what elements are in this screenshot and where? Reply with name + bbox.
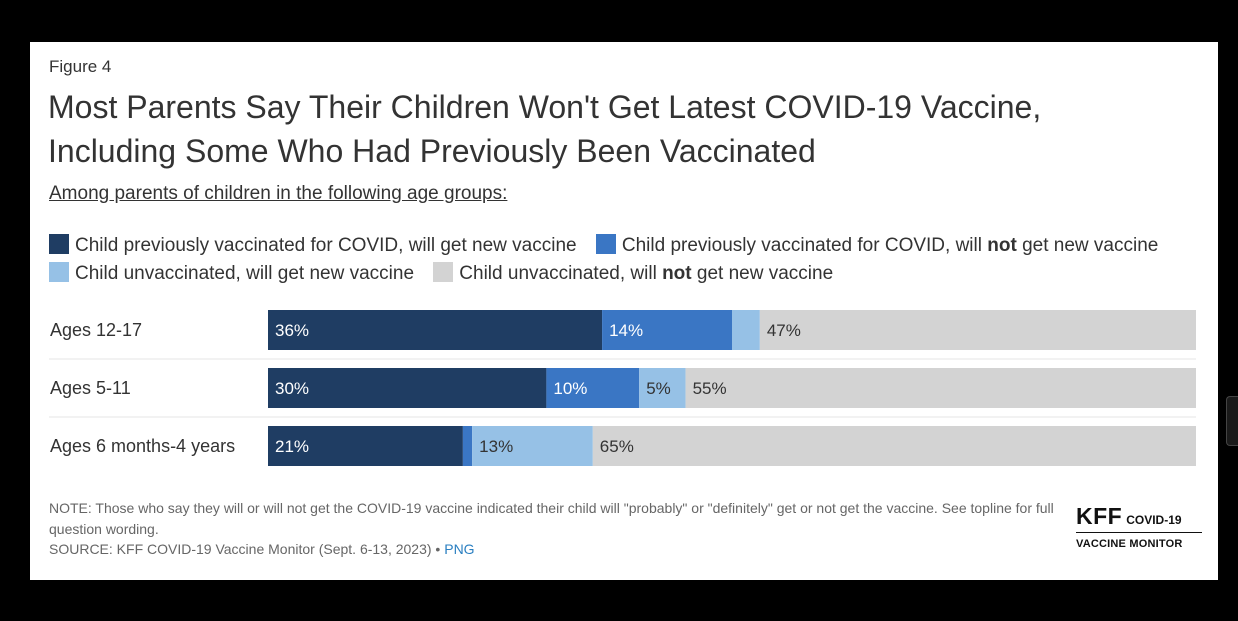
chart-note: NOTE: Those who say they will or will no… <box>49 500 1054 537</box>
stacked-bar-chart: Ages 12-17 36% 14% 47% Ages 5-11 30% 10% 5% 55% A… <box>49 310 1196 466</box>
data-label: 10% <box>553 379 587 398</box>
chart-title: Most Parents Say Their Children Won't Ge… <box>48 85 1208 173</box>
legend-item: Child unvaccinated, will get new vaccine <box>49 262 415 284</box>
data-label: 5% <box>646 379 671 398</box>
legend-label: Child unvaccinated, will <box>459 263 663 284</box>
logo-covid-text: COVID-19 <box>1126 513 1182 527</box>
data-label: 65% <box>600 437 634 456</box>
bar-segment <box>268 368 547 408</box>
chart-title-line-2: Including Some Who Had Previously Been V… <box>48 133 816 169</box>
chart-subtitle: Among parents of children in the followi… <box>49 183 508 204</box>
legend-item: Child previously vaccinated for COVID, w… <box>595 234 1159 256</box>
legend: Child previously vaccinated for COVID, w… <box>49 232 1199 288</box>
data-label: 14% <box>609 321 643 340</box>
chart-title-line-1: Most Parents Say Their Children Won't Ge… <box>48 89 1042 125</box>
logo-divider <box>1076 532 1202 533</box>
legend-swatch <box>595 234 616 254</box>
data-label: 55% <box>693 379 727 398</box>
bar-segment <box>732 310 760 350</box>
data-label: 13% <box>479 437 513 456</box>
legend-label: Child previously vaccinated for COVID, w… <box>621 235 988 256</box>
legend-label: get new vaccine <box>691 263 834 284</box>
figure-card: Figure 4 Most Parents Say Their Children… <box>30 42 1218 580</box>
bar-segment <box>268 310 603 350</box>
legend-label-emphasis: not <box>987 235 1017 256</box>
bar-segment <box>759 310 1196 350</box>
legend-swatch <box>49 234 69 254</box>
kff-vaccine-monitor-logo: KFF COVID-19 VACCINE MONITOR <box>1076 503 1202 550</box>
chart-source: SOURCE: KFF COVID-19 Vaccine Monitor (Se… <box>49 541 475 557</box>
data-label: 21% <box>275 437 309 456</box>
category-label: Ages 5-11 <box>50 378 131 398</box>
category-label: Ages 12-17 <box>50 320 142 340</box>
bar-segment <box>639 368 686 408</box>
legend-item: Child previously vaccinated for COVID, w… <box>49 234 577 256</box>
bar-segment <box>268 426 463 466</box>
bar-segment <box>602 310 732 350</box>
legend-label: Child previously vaccinated for COVID, w… <box>75 235 577 256</box>
source-text: SOURCE: KFF COVID-19 Vaccine Monitor (Se… <box>49 541 445 557</box>
legend-item: Child unvaccinated, will not get new vac… <box>433 262 834 284</box>
bar-segment <box>462 426 473 466</box>
logo-kff-text: KFF <box>1076 503 1123 529</box>
data-label: 36% <box>275 321 309 340</box>
legend-swatch <box>49 262 69 282</box>
logo-monitor-text: VACCINE MONITOR <box>1076 538 1183 550</box>
category-label: Ages 6 months-4 years <box>50 436 235 456</box>
legend-label: Child unvaccinated, will get new vaccine <box>75 263 415 284</box>
bar-segment <box>472 426 593 466</box>
legend-label-emphasis: not <box>662 263 692 284</box>
legend-label: get new vaccine <box>1016 235 1159 256</box>
data-label: 47% <box>767 321 801 340</box>
bar-segment <box>592 426 1196 466</box>
data-label: 30% <box>275 379 309 398</box>
figure-label: Figure 4 <box>49 57 112 76</box>
side-panel-tab[interactable] <box>1226 396 1238 446</box>
png-download-link[interactable]: PNG <box>444 541 475 557</box>
legend-swatch <box>433 262 454 282</box>
bar-segment <box>685 368 1196 408</box>
bar-segment <box>546 368 640 408</box>
